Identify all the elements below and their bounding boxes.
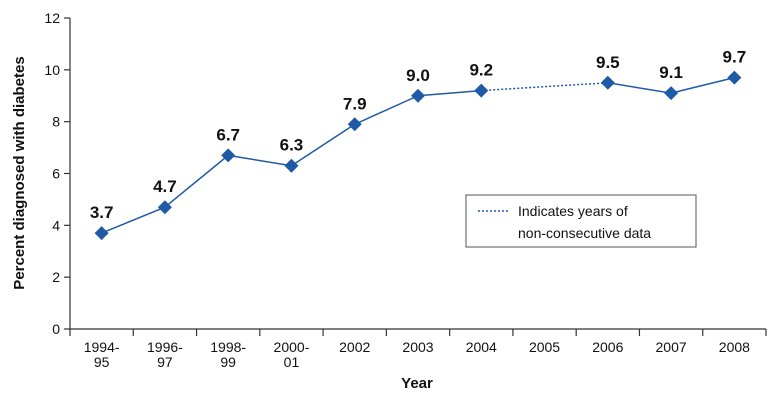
data-point-marker — [348, 117, 362, 131]
y-axis-ticks: 0 2 4 6 8 10 12 — [44, 10, 70, 337]
x-tick-label: 95 — [94, 354, 110, 370]
y-axis-title: Percent diagnosed with diabetes — [11, 56, 28, 289]
y-tick-label: 4 — [52, 217, 60, 233]
x-tick-label: 2004 — [466, 339, 497, 355]
data-point-marker — [474, 84, 488, 98]
x-tick-label: 97 — [157, 354, 173, 370]
data-label: 9.1 — [659, 63, 683, 82]
x-tick-label: 2006 — [592, 339, 623, 355]
x-tick-label: 2008 — [719, 339, 750, 355]
data-label: 3.7 — [90, 203, 114, 222]
x-tick-label: 01 — [284, 354, 300, 370]
data-label: 7.9 — [343, 94, 367, 113]
x-tick-label: 2005 — [529, 339, 560, 355]
x-tick-label: 2000- — [274, 339, 310, 355]
data-point-marker — [664, 86, 678, 100]
legend-text-line2: non-consecutive data — [518, 225, 651, 241]
data-point-marker — [601, 76, 615, 90]
legend-text-line1: Indicates years of — [518, 203, 628, 219]
data-label: 6.7 — [216, 125, 240, 144]
data-point-marker — [727, 71, 741, 85]
x-tick-label: 2002 — [339, 339, 370, 355]
y-tick-label: 6 — [52, 166, 60, 182]
x-tick-label: 1994- — [84, 339, 120, 355]
data-label: 9.7 — [723, 48, 747, 67]
y-tick-label: 0 — [52, 321, 60, 337]
x-tick-label: 2003 — [402, 339, 433, 355]
data-label: 4.7 — [153, 177, 177, 196]
data-label: 9.0 — [406, 66, 430, 85]
data-point-marker — [284, 159, 298, 173]
series-line-segment — [418, 91, 481, 96]
y-tick-label: 10 — [44, 62, 60, 78]
series-line-segment — [228, 155, 291, 165]
y-tick-label: 12 — [44, 10, 60, 26]
data-label: 6.3 — [280, 136, 304, 155]
y-tick-label: 8 — [52, 114, 60, 130]
x-tick-label: 1996- — [147, 339, 183, 355]
x-axis-title: Year — [401, 375, 433, 392]
x-tick-label: 2007 — [656, 339, 687, 355]
data-point-marker — [411, 89, 425, 103]
data-label: 9.2 — [469, 61, 493, 80]
x-tick-label: 1998- — [210, 339, 246, 355]
legend: Indicates years of non-consecutive data — [466, 195, 696, 247]
data-point-marker — [95, 226, 109, 240]
x-axis-ticks: 1994-95 1996-97 1998-99 2000-01 2002 2003 2004… — [70, 329, 766, 370]
x-tick-label: 99 — [220, 354, 236, 370]
series-line-segment — [608, 83, 671, 93]
data-label: 9.5 — [596, 53, 620, 72]
series-line-segment-dotted — [481, 83, 608, 91]
y-tick-label: 2 — [52, 269, 60, 285]
